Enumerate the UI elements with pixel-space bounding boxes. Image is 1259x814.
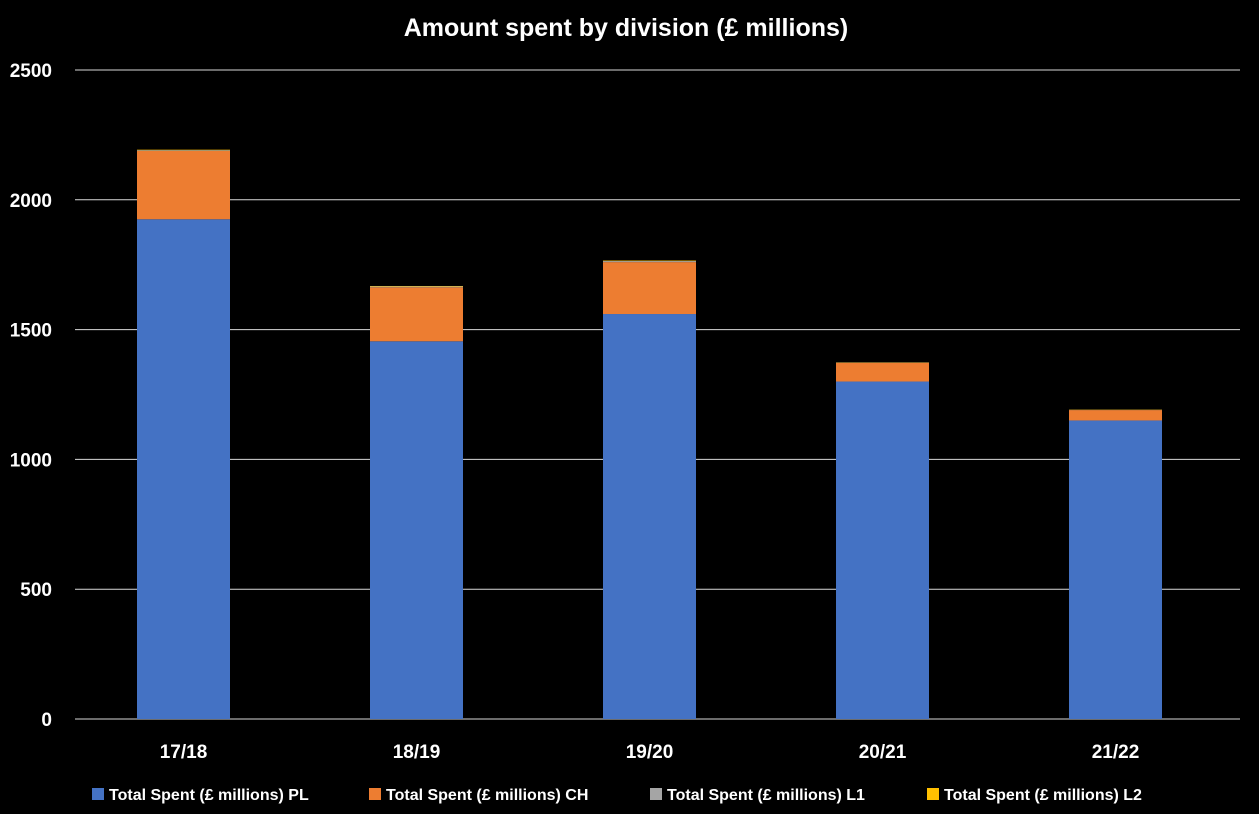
bar-17-18-series-1: [137, 150, 230, 220]
y-tick-label: 500: [20, 580, 52, 601]
x-tick-label: 19/20: [626, 742, 674, 763]
bar-18-19-series-0: [370, 341, 463, 719]
legend-label: Total Spent (£ millions) CH: [386, 787, 588, 804]
bar-21-22-series-1: [1069, 410, 1162, 421]
bar-17-18-series-3: [137, 149, 230, 151]
x-tick-label: 21/22: [1092, 742, 1140, 763]
x-tick-label: 17/18: [160, 742, 208, 763]
y-tick-label: 1500: [10, 321, 52, 342]
bar-19-20-series-0: [603, 314, 696, 719]
x-axis-tick-labels: 17/18 18/19 19/20 20/21 21/22: [160, 742, 1140, 763]
bar-17-18-series-0: [137, 219, 230, 719]
x-tick-label: 20/21: [859, 742, 907, 763]
legend-swatch: [92, 788, 104, 800]
bar-18-19-series-1: [370, 287, 463, 342]
legend: Total Spent (£ millions) PL Total Spent (…: [92, 787, 1142, 804]
y-tick-label: 0: [41, 710, 52, 731]
bar-18-19-series-3: [370, 285, 463, 287]
bar-20-21-series-1: [836, 362, 929, 382]
x-tick-label: 18/19: [393, 742, 441, 763]
legend-swatch: [650, 788, 662, 800]
legend-swatch: [369, 788, 381, 800]
y-tick-label: 2500: [10, 61, 52, 82]
bars: [137, 149, 1162, 719]
bar-19-20-series-3: [603, 260, 696, 262]
chart-title: Amount spent by division (£ millions): [404, 14, 848, 42]
y-tick-label: 1000: [10, 450, 52, 471]
bar-19-20-series-2: [603, 261, 696, 263]
bar-17-18-series-2: [137, 150, 230, 151]
legend-label: Total Spent (£ millions) PL: [109, 787, 309, 804]
y-tick-label: 2000: [10, 191, 52, 212]
bar-20-21-series-0: [836, 381, 929, 719]
bar-19-20-series-1: [603, 262, 696, 315]
y-axis-tick-labels: 0 500 1000 1500 2000 2500: [10, 61, 52, 731]
bar-21-22-series-0: [1069, 420, 1162, 719]
bar-18-19-series-2: [370, 286, 463, 288]
legend-swatch: [927, 788, 939, 800]
legend-label: Total Spent (£ millions) L1: [667, 787, 865, 804]
legend-label: Total Spent (£ millions) L2: [944, 787, 1142, 804]
